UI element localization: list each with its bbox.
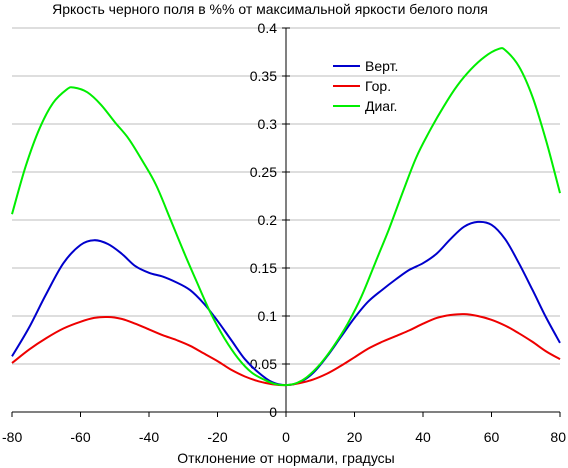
y-tick-labels: 0 0.05 0.1 0.15 0.2 0.25 0.3 0.35 0.4 — [250, 20, 277, 420]
y-tick-label: 0.25 — [250, 164, 277, 180]
legend-label: Верт. — [365, 58, 398, 74]
y-tick-label: 0.15 — [250, 260, 277, 276]
x-tick-label: 80 — [550, 429, 566, 445]
legend-label: Гор. — [365, 78, 391, 94]
series-lines — [11, 47, 561, 387]
y-tick-label: 0.1 — [258, 308, 278, 324]
y-tick-label: 0.05 — [250, 356, 277, 372]
legend-label: Диаг. — [365, 98, 397, 114]
x-tick-label: -40 — [139, 429, 159, 445]
x-tick-label: -60 — [70, 429, 90, 445]
series-line — [11, 47, 561, 387]
x-tick-label: 0 — [282, 429, 290, 445]
x-tick-label: -20 — [207, 429, 227, 445]
y-tick-label: 0.4 — [258, 20, 278, 36]
y-tick-label: 0.3 — [258, 116, 278, 132]
x-tick-label: 20 — [347, 429, 363, 445]
x-tick-labels: -80 -60 -40 -20 0 20 40 60 80 — [2, 429, 566, 445]
x-axis-label: Отклонение от нормали, градусы — [177, 450, 394, 466]
legend: Верт. Гор. Диаг. — [333, 58, 398, 114]
axes — [11, 27, 561, 417]
y-tick-label: 0.2 — [258, 212, 278, 228]
x-tick-label: -80 — [2, 429, 22, 445]
chart-title: Яркость черного поля в %% от максимально… — [52, 1, 488, 17]
y-tick-label: 0.35 — [250, 68, 277, 84]
x-tick-label: 60 — [484, 429, 500, 445]
x-tick-label: 40 — [415, 429, 431, 445]
y-tick-label: 0 — [269, 404, 277, 420]
